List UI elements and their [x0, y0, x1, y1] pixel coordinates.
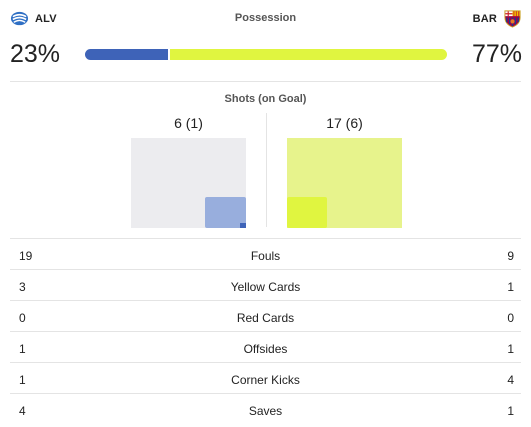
alaves-crest-icon — [10, 11, 29, 26]
stat-label: Saves — [248, 404, 283, 418]
possession-bar — [85, 49, 447, 60]
home-shots-value: 6 (1) — [174, 115, 203, 131]
home-possession-fill — [85, 49, 169, 60]
barcelona-crest-icon — [504, 10, 521, 28]
stat-label: Yellow Cards — [230, 280, 301, 294]
stat-away-value: 1 — [507, 404, 514, 418]
stat-row-saves: 4 Saves 1 — [10, 393, 521, 424]
stat-home-value: 1 — [19, 373, 26, 387]
shots-separator — [266, 113, 267, 227]
stats-table: 19 Fouls 9 3 Yellow Cards 1 0 Red Cards … — [10, 238, 521, 424]
stat-home-value: 3 — [19, 280, 26, 294]
stat-home-value: 1 — [19, 342, 26, 356]
stat-row-fouls: 19 Fouls 9 — [10, 238, 521, 269]
stat-label: Offsides — [243, 342, 288, 356]
divider — [10, 81, 521, 82]
away-team[interactable]: BAR — [473, 9, 522, 28]
stat-label: Red Cards — [236, 311, 295, 325]
away-shots-box — [287, 138, 402, 228]
stat-away-value: 9 — [507, 249, 514, 263]
home-team[interactable]: ALV — [10, 9, 57, 28]
away-on-goal-box — [287, 197, 327, 228]
home-goal-marker — [240, 223, 246, 228]
stat-row-corner-kicks: 1 Corner Kicks 4 — [10, 362, 521, 393]
stat-row-offsides: 1 Offsides 1 — [10, 331, 521, 362]
away-possession-fill — [170, 49, 447, 60]
home-on-goal-box — [205, 197, 246, 228]
home-team-abbr: ALV — [35, 12, 57, 25]
shots-title: Shots (on Goal) — [224, 93, 307, 105]
stat-label: Corner Kicks — [231, 373, 300, 387]
stat-away-value: 1 — [507, 280, 514, 294]
possession-title: Possession — [234, 12, 297, 24]
away-possession-value: 77% — [471, 40, 522, 68]
stat-home-value: 0 — [19, 311, 26, 325]
home-shots-box — [131, 138, 246, 228]
stat-away-value: 0 — [507, 311, 514, 325]
stat-home-value: 4 — [19, 404, 26, 418]
stat-label: Fouls — [250, 249, 281, 263]
stat-away-value: 1 — [507, 342, 514, 356]
stat-row-yellow-cards: 3 Yellow Cards 1 — [10, 269, 521, 300]
stat-home-value: 19 — [19, 249, 33, 263]
away-shots-value: 17 (6) — [326, 115, 363, 131]
stat-away-value: 4 — [507, 373, 514, 387]
home-possession-value: 23% — [10, 40, 61, 68]
stat-row-red-cards: 0 Red Cards 0 — [10, 300, 521, 331]
away-team-abbr: BAR — [472, 12, 497, 25]
